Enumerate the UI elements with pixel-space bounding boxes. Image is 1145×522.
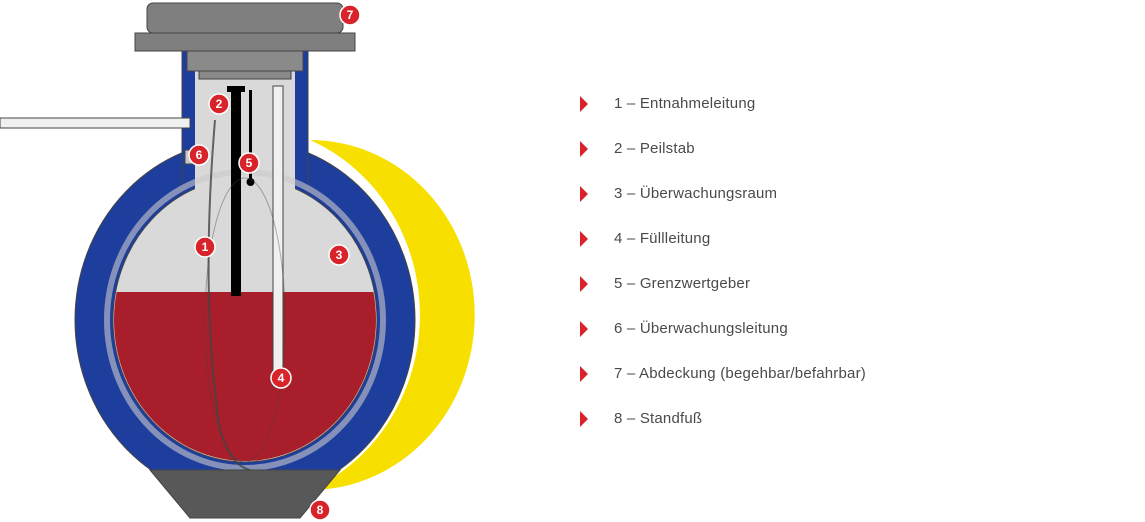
bullet-arrow-icon bbox=[580, 231, 588, 247]
legend-panel: 1 – Entnahmeleitung 2 – Peilstab 3 – Überw… bbox=[480, 0, 1145, 522]
legend-item-8: 8 – Standfuß bbox=[580, 410, 1145, 427]
legend-label: 8 – Standfuß bbox=[614, 410, 702, 427]
legend-label: 3 – Überwachungsraum bbox=[614, 185, 777, 202]
legend-item-5: 5 – Grenzwertgeber bbox=[580, 275, 1145, 292]
legend-item-2: 2 – Peilstab bbox=[580, 140, 1145, 157]
legend-list: 1 – Entnahmeleitung 2 – Peilstab 3 – Überw… bbox=[580, 95, 1145, 427]
legend-label: 4 – Füllleitung bbox=[614, 230, 710, 247]
legend-item-3: 3 – Überwachungsraum bbox=[580, 185, 1145, 202]
legend-item-4: 4 – Füllleitung bbox=[580, 230, 1145, 247]
legend-label: 6 – Überwachungsleitung bbox=[614, 320, 788, 337]
legend-label: 1 – Entnahmeleitung bbox=[614, 95, 755, 112]
bullet-arrow-icon bbox=[580, 411, 588, 427]
legend-item-6: 6 – Überwachungsleitung bbox=[580, 320, 1145, 337]
marker-label-2: 2 bbox=[216, 97, 223, 111]
bullet-arrow-icon bbox=[580, 141, 588, 157]
marker-label-5: 5 bbox=[246, 156, 253, 170]
marker-label-4: 4 bbox=[278, 371, 285, 385]
legend-label: 5 – Grenzwertgeber bbox=[614, 275, 750, 292]
bullet-arrow-icon bbox=[580, 96, 588, 112]
diagram-panel: 1 2 3 4 5 6 7 8 bbox=[0, 0, 480, 522]
bullet-arrow-icon bbox=[580, 366, 588, 382]
legend-label: 2 – Peilstab bbox=[614, 140, 695, 157]
bullet-arrow-icon bbox=[580, 276, 588, 292]
marker-label-8: 8 bbox=[317, 503, 324, 517]
marker-label-7: 7 bbox=[347, 8, 354, 22]
legend-item-7: 7 – Abdeckung (begehbar/befahrbar) bbox=[580, 365, 1145, 382]
marker-label-6: 6 bbox=[196, 148, 203, 162]
legend-label: 7 – Abdeckung (begehbar/befahrbar) bbox=[614, 365, 866, 382]
page: 1 2 3 4 5 6 7 8 1 – Entnahmeleitung 2 – Peilstab… bbox=[0, 0, 1145, 522]
tank-diagram: 1 2 3 4 5 6 7 8 bbox=[0, 0, 480, 522]
bullet-arrow-icon bbox=[580, 321, 588, 337]
marker-label-1: 1 bbox=[202, 240, 209, 254]
bullet-arrow-icon bbox=[580, 186, 588, 202]
legend-item-1: 1 – Entnahmeleitung bbox=[580, 95, 1145, 112]
marker-label-3: 3 bbox=[336, 248, 343, 262]
